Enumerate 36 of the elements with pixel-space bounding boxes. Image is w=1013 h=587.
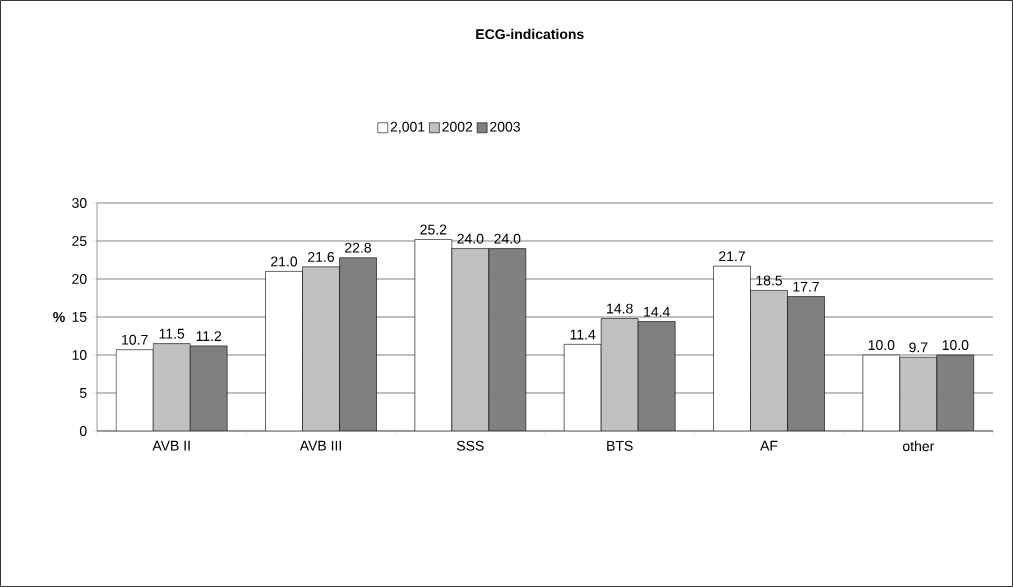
data-label: 24.0 — [494, 233, 521, 244]
x-tick-label: AVB II — [152, 440, 190, 451]
y-tick-label: 10 — [72, 350, 87, 360]
data-label: 24.0 — [457, 233, 484, 244]
legend-label: 2002 — [442, 121, 473, 132]
legend-label: 2,001 — [390, 121, 425, 134]
data-label: 14.8 — [607, 303, 633, 314]
data-label: 9.7 — [909, 342, 928, 353]
x-tick-label: BTS — [607, 440, 633, 451]
y-tick-label: 0 — [79, 426, 87, 436]
y-tick-label: 15 — [72, 312, 87, 322]
chart-title: ECG-indications — [476, 28, 584, 40]
x-tick-label: AF — [760, 440, 778, 451]
data-label: 10.0 — [868, 340, 895, 351]
data-label: 11.5 — [159, 328, 185, 339]
data-label: 14.4 — [644, 306, 670, 317]
y-tick-label: 25 — [72, 236, 87, 246]
y-axis-title: % — [53, 312, 65, 322]
legend-label: 2003 — [490, 121, 520, 132]
data-label: 10.7 — [122, 334, 148, 345]
x-tick-label: other — [902, 440, 935, 452]
data-label: 21.6 — [308, 251, 335, 262]
data-label: 17.7 — [793, 281, 819, 292]
data-label: 18.5 — [756, 275, 783, 286]
x-tick-label: AVB III — [299, 440, 341, 451]
data-label: 21.0 — [271, 256, 298, 267]
y-tick-label: 30 — [72, 198, 87, 208]
data-label: 10.0 — [942, 340, 969, 351]
data-label: 11.4 — [570, 329, 596, 340]
x-tick-label: SSS — [456, 440, 484, 451]
data-label: 11.2 — [196, 331, 222, 341]
data-label: 25.2 — [420, 224, 447, 235]
data-label: 21.7 — [719, 251, 745, 262]
y-tick-label: 20 — [72, 274, 87, 284]
data-label: 22.8 — [345, 242, 372, 253]
y-tick-label: 5 — [79, 388, 87, 398]
